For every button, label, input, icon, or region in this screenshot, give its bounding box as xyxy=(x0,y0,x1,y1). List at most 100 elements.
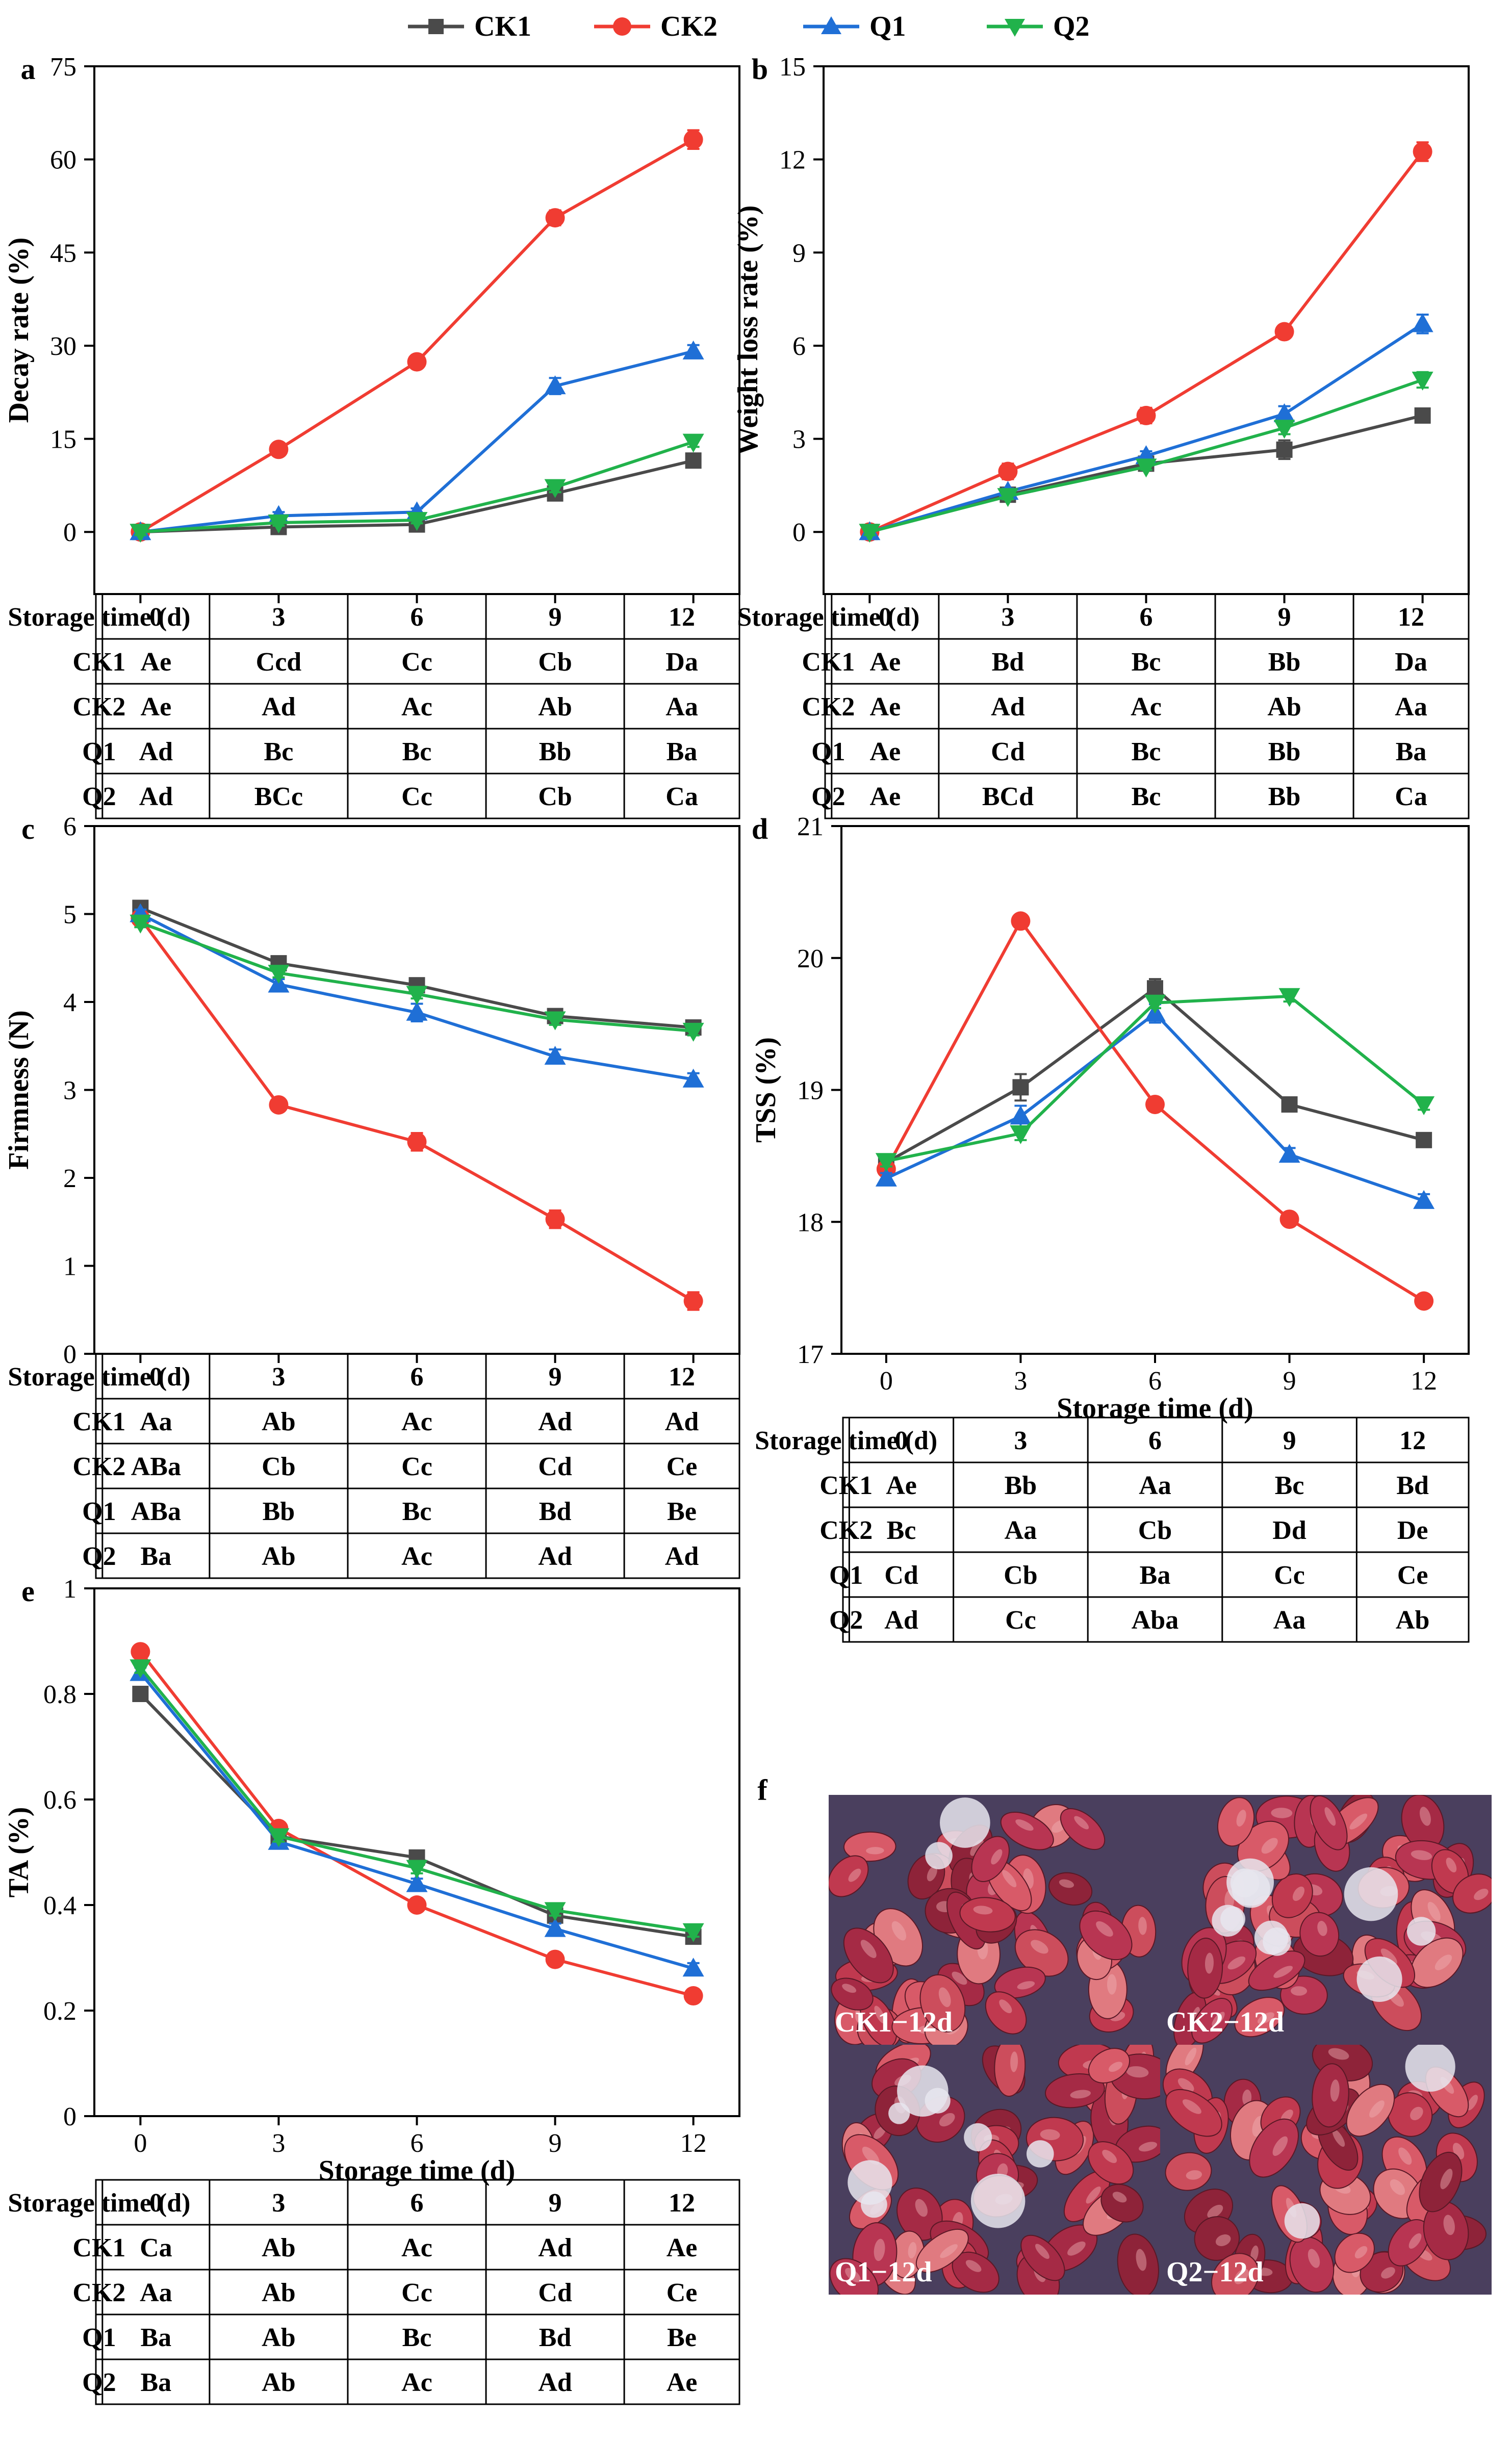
table-cell: Q1 xyxy=(829,1561,863,1590)
photo-q1: Q1−12d xyxy=(829,2045,1160,2295)
table-cell: Q1 xyxy=(82,737,116,766)
data-point xyxy=(130,524,151,543)
grape-highlight xyxy=(891,1921,907,1941)
table-cell: Be xyxy=(667,2323,697,2352)
series-q2 xyxy=(130,914,704,1042)
grape-highlight xyxy=(1381,2267,1395,2279)
table-a: Storage time (d)0 3 6 9 12 CK1 Ae Ccd Cc Cb Da CK2 A… xyxy=(8,593,740,819)
data-point xyxy=(544,1918,566,1937)
data-point xyxy=(132,1686,149,1702)
table-cell: Q2 xyxy=(829,1606,863,1635)
grape-highlight xyxy=(1112,2192,1127,2203)
data-point xyxy=(1273,403,1295,422)
data-point xyxy=(544,1045,566,1065)
grape-berry xyxy=(1020,2234,1065,2281)
table-header-cell: 9 xyxy=(549,1362,562,1392)
table-cell: CK1 xyxy=(72,2233,125,2262)
table-cell: Bb xyxy=(1268,648,1301,677)
legend-marker xyxy=(613,17,631,36)
table-header-cell: 9 xyxy=(549,603,562,632)
data-point xyxy=(1273,420,1295,439)
grape-highlight xyxy=(1186,2170,1202,2180)
data-point xyxy=(685,452,702,469)
plot-frame xyxy=(840,825,1470,1355)
table-cell: Q2 xyxy=(82,1542,116,1571)
table-header-cell: 3 xyxy=(1014,1426,1027,1455)
plot-frame xyxy=(93,825,740,1355)
table-cell: Ae xyxy=(870,648,901,677)
x-tick-label: 3 xyxy=(272,2129,285,2158)
table-cell: Aa xyxy=(1273,1606,1306,1635)
grape-highlight xyxy=(1031,1940,1048,1954)
x-tick-label: 3 xyxy=(1014,1367,1027,1396)
table-cell: Da xyxy=(665,648,698,677)
table-cell: BCc xyxy=(254,782,303,811)
grape-highlight xyxy=(1136,2249,1147,2271)
y-tick-label: 45 xyxy=(50,239,76,268)
data-point xyxy=(1278,1144,1300,1163)
table-cell: Cd xyxy=(538,2278,572,2307)
y-tick-label: 2 xyxy=(63,1164,76,1193)
table-cell: Ac xyxy=(401,2368,432,2397)
table-cell: Bc xyxy=(887,1516,916,1545)
table-cell: CK1 xyxy=(819,1471,873,1500)
table-cell: Cc xyxy=(401,782,432,811)
table-cell: De xyxy=(1397,1516,1428,1545)
x-axis-label: Storage time (d) xyxy=(1057,1393,1253,1424)
mold-patch xyxy=(1263,1927,1291,1956)
y-tick-label: 21 xyxy=(797,812,824,841)
table-header-cell: 3 xyxy=(272,1362,285,1392)
grape-highlight xyxy=(1059,1879,1074,1888)
table-cell: Ba xyxy=(1140,1561,1171,1590)
grape-highlight xyxy=(952,1971,967,1985)
legend-label: CK2 xyxy=(660,11,717,42)
grape-berry xyxy=(1334,2232,1375,2273)
grape-highlight xyxy=(1074,1816,1089,1830)
table-cell: Ad xyxy=(884,1606,918,1635)
photo-label-ck2: CK2−12d xyxy=(1166,2006,1285,2038)
series-ck2 xyxy=(860,141,1432,542)
table-header-cell: 6 xyxy=(411,1362,424,1392)
y-tick-label: 15 xyxy=(779,53,806,82)
data-point xyxy=(545,208,565,228)
grape-berry xyxy=(1248,1950,1305,1991)
grape-berry xyxy=(1410,1937,1464,1988)
table-c: Storage time (d)0 3 6 9 12 CK1 Aa Ab Ac Ad Ad CK2 AB… xyxy=(8,1353,740,1579)
plot-frame xyxy=(823,65,1470,595)
table-cell: Q1 xyxy=(811,737,845,766)
grape-berry xyxy=(1165,2089,1222,2137)
mold-patch xyxy=(1406,1917,1436,1946)
y-tick-label: 0 xyxy=(63,1340,76,1369)
table-cell: Aa xyxy=(1005,1516,1037,1545)
data-point xyxy=(1276,441,1293,458)
grape-highlight xyxy=(1212,2012,1225,2027)
table-header-cell: 12 xyxy=(669,1362,695,1392)
data-point xyxy=(1278,988,1300,1007)
table-cell: Ca xyxy=(1395,782,1427,811)
data-point xyxy=(268,965,290,984)
grape-berry xyxy=(1249,2118,1299,2178)
table-cell: Ae xyxy=(667,2233,698,2262)
table-cell: Ce xyxy=(667,1452,698,1481)
data-point xyxy=(682,433,704,453)
y-tick-label: 0.2 xyxy=(43,1997,76,2026)
y-tick-label: 5 xyxy=(63,901,76,930)
data-point xyxy=(1011,911,1031,931)
grape-highlight xyxy=(991,1849,1003,1865)
table-cell: Cb xyxy=(538,782,572,811)
y-tick-label: 15 xyxy=(50,425,76,454)
table-cell: Aba xyxy=(1132,1606,1178,1635)
mold-patch xyxy=(1230,1868,1260,1897)
data-point xyxy=(682,1068,704,1088)
legend-item-ck1: CK1 xyxy=(408,11,531,42)
grape-highlight xyxy=(1067,2241,1086,2256)
data-point xyxy=(268,1828,290,1847)
data-point xyxy=(545,1210,565,1229)
table-header-cell: 0 xyxy=(895,1426,908,1455)
grape-highlight xyxy=(1010,2051,1018,2072)
data-point xyxy=(1412,371,1433,391)
grape-highlight xyxy=(1328,2048,1349,2060)
table-cell: Aa xyxy=(665,692,698,722)
table-cell: Cc xyxy=(401,648,432,677)
data-point xyxy=(545,1949,565,1969)
